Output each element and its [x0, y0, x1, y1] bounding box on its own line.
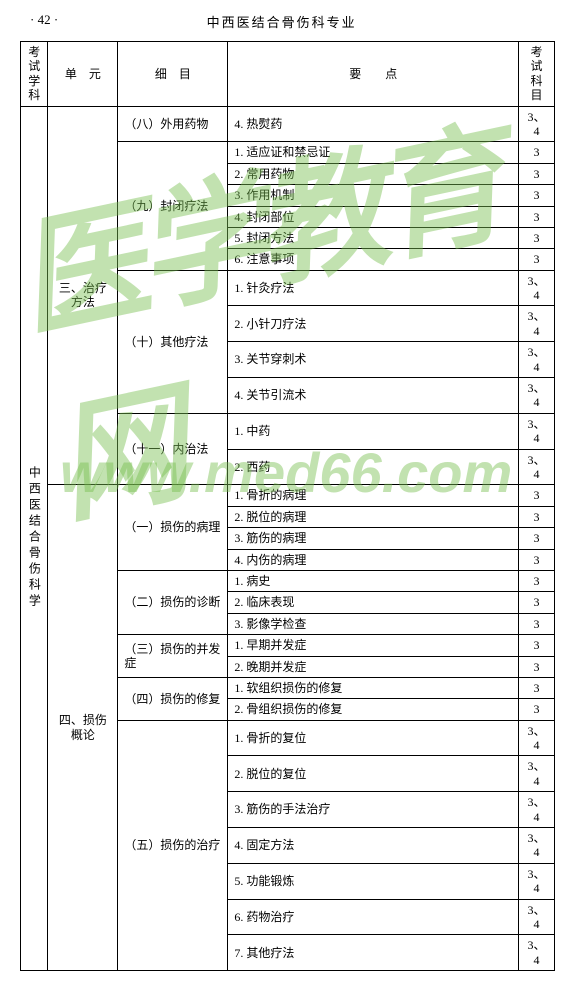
point-cell: 6. 注意事项 [228, 249, 519, 270]
exam-cell: 3 [519, 206, 555, 227]
detail-cell: （九）封闭疗法 [118, 142, 228, 270]
subject-label: 中西医结合骨伤科学 [27, 466, 41, 610]
exam-cell: 3、4 [519, 828, 555, 864]
exam-cell: 3 [519, 656, 555, 677]
exam-cell: 3 [519, 592, 555, 613]
point-cell: 2. 脱位的复位 [228, 756, 519, 792]
detail-cell: （二）损伤的诊断 [118, 570, 228, 634]
point-cell: 1. 病史 [228, 570, 519, 591]
detail-cell: （四）损伤的修复 [118, 677, 228, 720]
exam-cell: 3、4 [519, 863, 555, 899]
point-cell: 1. 针灸疗法 [228, 270, 519, 306]
exam-cell: 3、4 [519, 720, 555, 756]
page-title: 中西医结合骨伤科专业 [58, 12, 505, 31]
point-cell: 3. 筋伤的手法治疗 [228, 792, 519, 828]
page-number: · 42 · [30, 12, 58, 31]
exam-cell: 3 [519, 227, 555, 248]
point-cell: 3. 作用机制 [228, 185, 519, 206]
exam-cell: 3 [519, 549, 555, 570]
point-cell: 1. 骨折的病理 [228, 485, 519, 506]
exam-cell: 3、4 [519, 792, 555, 828]
page: · 42 · 中西医结合骨伤科专业 考试 学科 单 元 细 目 要 点 考试 科… [0, 0, 575, 981]
point-cell: 7. 其他疗法 [228, 935, 519, 971]
table-row: 中西医结合骨伤科学三、治疗方法（八）外用药物4. 热熨药3、4 [21, 106, 555, 142]
point-cell: 2. 西药 [228, 449, 519, 485]
exam-cell: 3 [519, 528, 555, 549]
point-cell: 1. 中药 [228, 413, 519, 449]
table-row: 四、损伤概论（一）损伤的病理1. 骨折的病理3 [21, 485, 555, 506]
point-cell: 2. 晚期并发症 [228, 656, 519, 677]
exam-cell: 3 [519, 185, 555, 206]
point-cell: 5. 功能锻炼 [228, 863, 519, 899]
exam-cell: 3 [519, 485, 555, 506]
point-cell: 6. 药物治疗 [228, 899, 519, 935]
col-unit: 单 元 [48, 42, 118, 107]
exam-cell: 3、4 [519, 413, 555, 449]
point-cell: 2. 临床表现 [228, 592, 519, 613]
detail-cell: （八）外用药物 [118, 106, 228, 142]
point-cell: 4. 内伤的病理 [228, 549, 519, 570]
unit-cell: 四、损伤概论 [48, 485, 118, 971]
exam-cell: 3、4 [519, 106, 555, 142]
exam-cell: 3、4 [519, 756, 555, 792]
exam-cell: 3 [519, 613, 555, 634]
table-body: 中西医结合骨伤科学三、治疗方法（八）外用药物4. 热熨药3、4（九）封闭疗法1.… [21, 106, 555, 971]
point-cell: 4. 封闭部位 [228, 206, 519, 227]
point-cell: 1. 骨折的复位 [228, 720, 519, 756]
exam-cell: 3 [519, 506, 555, 527]
subject-cell: 中西医结合骨伤科学 [21, 106, 48, 971]
point-cell: 3. 影像学检查 [228, 613, 519, 634]
exam-cell: 3、4 [519, 342, 555, 378]
point-cell: 3. 筋伤的病理 [228, 528, 519, 549]
detail-cell: （十一）内治法 [118, 413, 228, 485]
col-subject: 考试 学科 [21, 42, 48, 107]
point-cell: 5. 封闭方法 [228, 227, 519, 248]
exam-cell: 3 [519, 699, 555, 720]
exam-cell: 3、4 [519, 378, 555, 414]
exam-cell: 3 [519, 570, 555, 591]
point-cell: 2. 小针刀疗法 [228, 306, 519, 342]
point-cell: 4. 关节引流术 [228, 378, 519, 414]
point-cell: 1. 早期并发症 [228, 635, 519, 656]
point-cell: 4. 固定方法 [228, 828, 519, 864]
detail-cell: （一）损伤的病理 [118, 485, 228, 571]
point-cell: 2. 脱位的病理 [228, 506, 519, 527]
exam-cell: 3 [519, 635, 555, 656]
exam-cell: 3、4 [519, 449, 555, 485]
exam-cell: 3 [519, 249, 555, 270]
point-cell: 3. 关节穿刺术 [228, 342, 519, 378]
exam-cell: 3、4 [519, 306, 555, 342]
exam-cell: 3、4 [519, 270, 555, 306]
exam-cell: 3、4 [519, 935, 555, 971]
point-cell: 2. 骨组织损伤的修复 [228, 699, 519, 720]
detail-cell: （五）损伤的治疗 [118, 720, 228, 970]
point-cell: 4. 热熨药 [228, 106, 519, 142]
point-cell: 1. 软组织损伤的修复 [228, 677, 519, 698]
table-header-row: 考试 学科 单 元 细 目 要 点 考试 科目 [21, 42, 555, 107]
col-detail: 细 目 [118, 42, 228, 107]
page-header: · 42 · 中西医结合骨伤科专业 [20, 10, 555, 41]
point-cell: 2. 常用药物 [228, 163, 519, 184]
col-exam: 考试 科目 [519, 42, 555, 107]
exam-cell: 3、4 [519, 899, 555, 935]
detail-cell: （十）其他疗法 [118, 270, 228, 413]
point-cell: 1. 适应证和禁忌证 [228, 142, 519, 163]
col-point: 要 点 [228, 42, 519, 107]
detail-cell: （三）损伤的并发症 [118, 635, 228, 678]
exam-cell: 3 [519, 677, 555, 698]
exam-cell: 3 [519, 142, 555, 163]
exam-cell: 3 [519, 163, 555, 184]
header-spacer [505, 12, 545, 31]
syllabus-table: 考试 学科 单 元 细 目 要 点 考试 科目 中西医结合骨伤科学三、治疗方法（… [20, 41, 555, 971]
unit-cell: 三、治疗方法 [48, 106, 118, 485]
